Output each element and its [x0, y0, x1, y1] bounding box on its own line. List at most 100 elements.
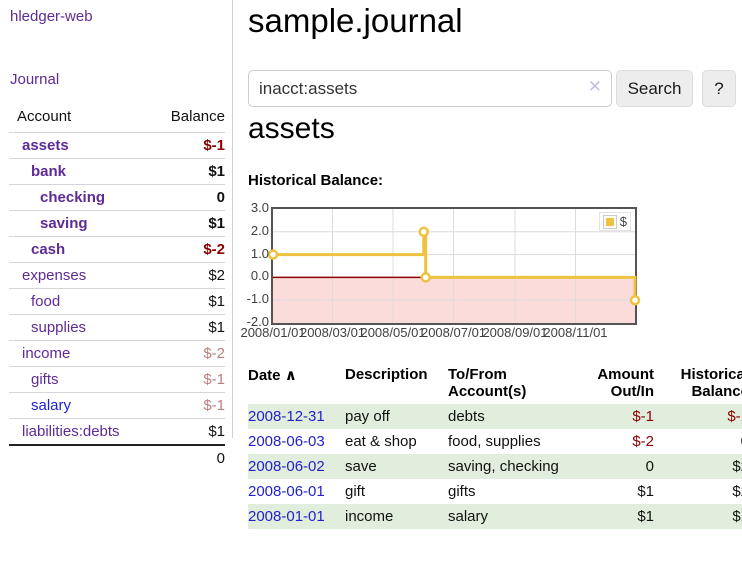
transaction-balance: $2 — [732, 458, 742, 475]
y-tick-label: 1.0 — [250, 245, 269, 261]
y-tick-label: -1.0 — [246, 291, 269, 307]
account-link[interactable]: assets — [22, 137, 69, 154]
account-balance: $2 — [208, 267, 225, 284]
sidebar-account-food[interactable]: food $1 — [9, 288, 225, 314]
transaction-description: income — [345, 508, 394, 525]
help-button[interactable]: ? — [702, 70, 736, 107]
transaction-amount: 0 — [645, 458, 654, 475]
transaction-date-link[interactable]: 2008-12-31 — [248, 408, 325, 425]
accounts-header: Account Balance — [9, 104, 225, 132]
transaction-balance: $1 — [732, 508, 742, 525]
historical-balance-chart: $ — [267, 207, 641, 325]
sidebar-account-salary[interactable]: salary $-1 — [9, 392, 225, 418]
sidebar-account-bank[interactable]: bank $1 — [9, 158, 225, 184]
transaction-balance: $2 — [732, 483, 742, 500]
transaction-amount: $1 — [637, 508, 654, 525]
sidebar-account-saving[interactable]: saving $1 — [9, 210, 225, 236]
transaction-date-link[interactable]: 2008-06-03 — [248, 433, 325, 450]
search-button[interactable]: Search — [616, 70, 693, 107]
account-balance: $1 — [208, 215, 225, 232]
accounts-header-balance: Balance — [170, 108, 225, 125]
account-balance: $1 — [208, 423, 225, 440]
account-link[interactable]: saving — [40, 215, 88, 232]
main-content: sample.journal ✕ Search ? assets Histori… — [240, 0, 742, 582]
column-header-accounts: To/From Account(s) — [448, 366, 527, 400]
register-row[interactable]: 2008-06-02 save saving, checking 0 $2 — [248, 454, 742, 479]
chart-canvas — [267, 209, 641, 323]
account-balance: $1 — [208, 293, 225, 310]
transaction-accounts: saving, checking — [448, 458, 559, 475]
account-balance: $1 — [208, 163, 225, 180]
account-link[interactable]: salary — [31, 397, 72, 414]
x-tick-label: 2008/01/01 — [240, 325, 306, 340]
register-row[interactable]: 2008-06-03 eat & shop food, supplies $-2… — [248, 429, 742, 454]
accounts-header-account: Account — [17, 108, 72, 125]
transaction-description: pay off — [345, 408, 390, 425]
transaction-description: save — [345, 458, 377, 475]
chart-title: Historical Balance: — [248, 172, 384, 189]
y-tick-label: 0.0 — [250, 268, 269, 284]
account-link[interactable]: expenses — [22, 267, 87, 284]
account-balance: $-1 — [203, 371, 225, 388]
chart-legend: $ — [598, 212, 631, 231]
transaction-amount: $-1 — [632, 408, 654, 425]
register-table: Date ∧ Description To/From Account(s) Am… — [248, 362, 742, 529]
sidebar-account-expenses[interactable]: expenses $2 — [9, 262, 225, 288]
account-balance: $-1 — [203, 137, 225, 154]
transaction-amount: $-2 — [632, 433, 654, 450]
register-row[interactable]: 2008-12-31 pay off debts $-1 $-1 — [248, 404, 742, 429]
account-link[interactable]: food — [31, 293, 61, 310]
transaction-amount: $1 — [637, 483, 654, 500]
accounts-panel: Account Balance assets $-1 bank $1 check… — [9, 104, 225, 471]
x-tick-label: 2008/11/01 — [543, 325, 608, 340]
sidebar-account-checking[interactable]: checking 0 — [9, 184, 225, 210]
legend-swatch-icon — [602, 214, 617, 229]
account-link[interactable]: income — [22, 345, 71, 362]
account-balance: $1 — [208, 319, 225, 336]
x-tick-label: 2008/07/01 — [420, 325, 487, 340]
page-title: sample.journal — [248, 2, 463, 39]
transaction-accounts: debts — [448, 408, 485, 425]
sidebar-account-cash[interactable]: cash $-2 — [9, 236, 225, 262]
account-balance: $-2 — [203, 241, 225, 258]
account-balance: $-1 — [203, 397, 225, 414]
column-header-balance: Historical Balance — [680, 366, 742, 400]
account-heading: assets — [248, 112, 335, 145]
x-tick-label: 2008/09/01 — [482, 325, 548, 340]
transaction-description: gift — [345, 483, 366, 500]
account-link[interactable]: liabilities:debts — [22, 423, 120, 440]
clear-search-icon[interactable]: ✕ — [587, 77, 602, 96]
transaction-date-link[interactable]: 2008-06-02 — [248, 458, 325, 475]
sidebar-account-income[interactable]: income $-2 — [9, 340, 225, 366]
column-header-date[interactable]: Date ∧ — [248, 367, 297, 384]
account-link[interactable]: gifts — [31, 371, 59, 388]
account-link[interactable]: cash — [31, 241, 66, 258]
sidebar-account-supplies[interactable]: supplies $1 — [9, 314, 225, 340]
brand-link[interactable]: hledger-web — [10, 8, 93, 25]
y-tick-label: 2.0 — [250, 222, 269, 238]
account-balance: $-2 — [203, 345, 225, 362]
register-row[interactable]: 2008-01-01 income salary $1 $1 — [248, 504, 742, 529]
register-header-row: Date ∧ Description To/From Account(s) Am… — [248, 362, 742, 404]
transaction-date-link[interactable]: 2008-06-01 — [248, 483, 325, 500]
transaction-accounts: food, supplies — [448, 433, 541, 450]
transaction-accounts: salary — [448, 508, 489, 525]
sidebar-account-assets[interactable]: assets $-1 — [9, 132, 225, 158]
nav-journal-link[interactable]: Journal — [10, 71, 60, 88]
account-link[interactable]: bank — [31, 163, 67, 180]
x-tick-label: 2008/05/01 — [360, 325, 426, 340]
y-tick-label: 3.0 — [250, 200, 269, 215]
search-input[interactable] — [248, 70, 612, 107]
column-header-description: Description — [345, 366, 428, 383]
account-link[interactable]: supplies — [31, 319, 87, 336]
transaction-balance: 0 — [654, 429, 742, 454]
transaction-accounts: gifts — [448, 483, 476, 500]
transaction-balance: $-1 — [727, 408, 742, 425]
transaction-date-link[interactable]: 2008-01-01 — [248, 508, 325, 525]
account-link[interactable]: checking — [40, 189, 106, 206]
sidebar-account-liabilities-debts[interactable]: liabilities:debts $1 — [9, 418, 225, 444]
register-row[interactable]: 2008-06-01 gift gifts $1 $2 — [248, 479, 742, 504]
sidebar-account-gifts[interactable]: gifts $-1 — [9, 366, 225, 392]
x-tick-label: 2008/03/01 — [299, 325, 366, 340]
